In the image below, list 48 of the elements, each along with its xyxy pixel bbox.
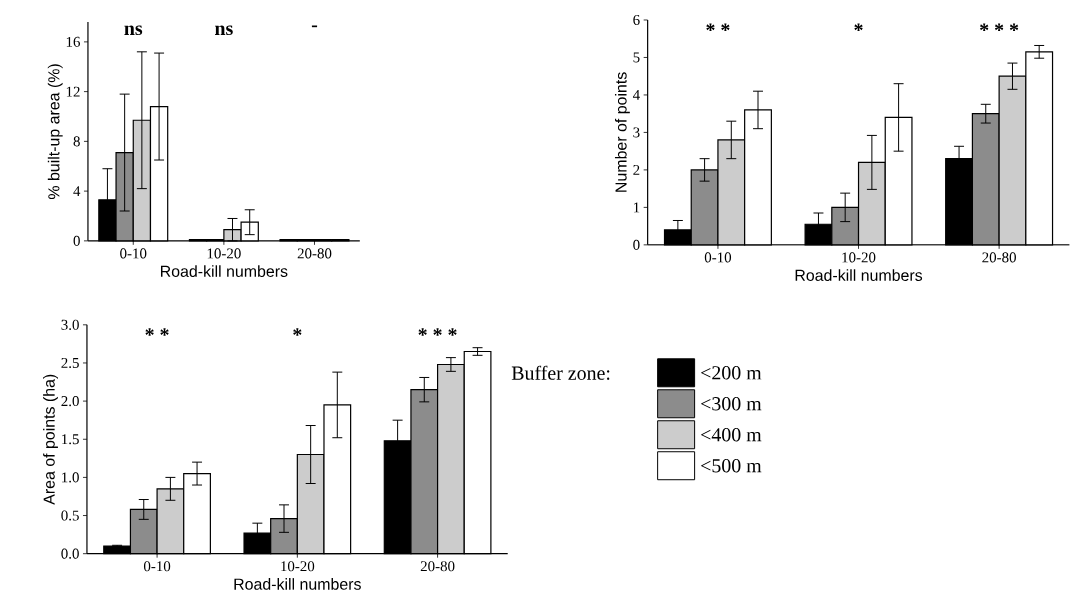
x-axis-title: Road-kill numbers [234, 578, 361, 590]
y-tick-label: 4 [73, 186, 81, 197]
y-tick-label: 2 [633, 165, 640, 176]
x-tick-label: 10-20 [207, 248, 241, 259]
annotation: * [293, 328, 302, 337]
annotation: * * * [418, 328, 457, 337]
x-tick-label: 10-20 [842, 252, 876, 263]
y-tick-label: 1 [633, 202, 640, 213]
annotation: * * [145, 328, 169, 337]
annotation: * * [706, 23, 730, 32]
y-axis-title: Area of points (ha) [43, 374, 58, 505]
x-tick-label: 20-80 [982, 252, 1016, 263]
x-tick-label: 10-20 [281, 561, 315, 572]
y-tick-label: 0.5 [61, 510, 79, 521]
x-tick-label: 0-10 [120, 248, 147, 259]
x-axis-title: Road-kill numbers [161, 265, 288, 278]
legend-title: Buffer zone: [511, 365, 610, 381]
y-axis-title: % built-up area (%) [47, 64, 63, 200]
y-tick-label: 4 [632, 90, 640, 101]
legend-label: <500 m [701, 459, 762, 473]
x-tick-label: 20-80 [420, 561, 455, 572]
x-axis-title: Road-kill numbers [795, 269, 923, 282]
y-tick-label: 12 [66, 86, 80, 97]
annotation: ns [215, 25, 233, 36]
legend-label: <400 m [701, 428, 762, 442]
y-tick-label: 0 [73, 235, 80, 247]
x-tick-label: 0-10 [143, 561, 171, 572]
legend-label: <200 m [701, 366, 762, 380]
y-tick-label: 2.0 [61, 396, 79, 407]
annotation: * * * [980, 23, 1019, 32]
annotation: ns [124, 25, 143, 36]
y-tick-label: 1.5 [62, 434, 79, 445]
x-tick-label: 20-80 [297, 248, 332, 259]
y-tick-label: 0 [633, 239, 640, 251]
annotation: * [854, 23, 863, 32]
y-tick-label: 6 [633, 15, 640, 26]
y-tick-label: 16 [66, 37, 81, 48]
legend-label: <300 m [701, 397, 762, 411]
annotation: - [311, 25, 318, 28]
y-tick-label: 2.5 [61, 358, 79, 369]
y-tick-label: 5 [633, 52, 640, 63]
y-tick-label: 3.0 [61, 319, 79, 331]
y-tick-label: 1.0 [62, 472, 79, 483]
y-tick-label: 3 [633, 127, 640, 138]
y-axis-title: Number of points [614, 72, 630, 192]
x-tick-label: 0-10 [704, 252, 732, 263]
y-tick-label: 8 [73, 136, 80, 147]
y-tick-label: 0.0 [61, 548, 79, 559]
